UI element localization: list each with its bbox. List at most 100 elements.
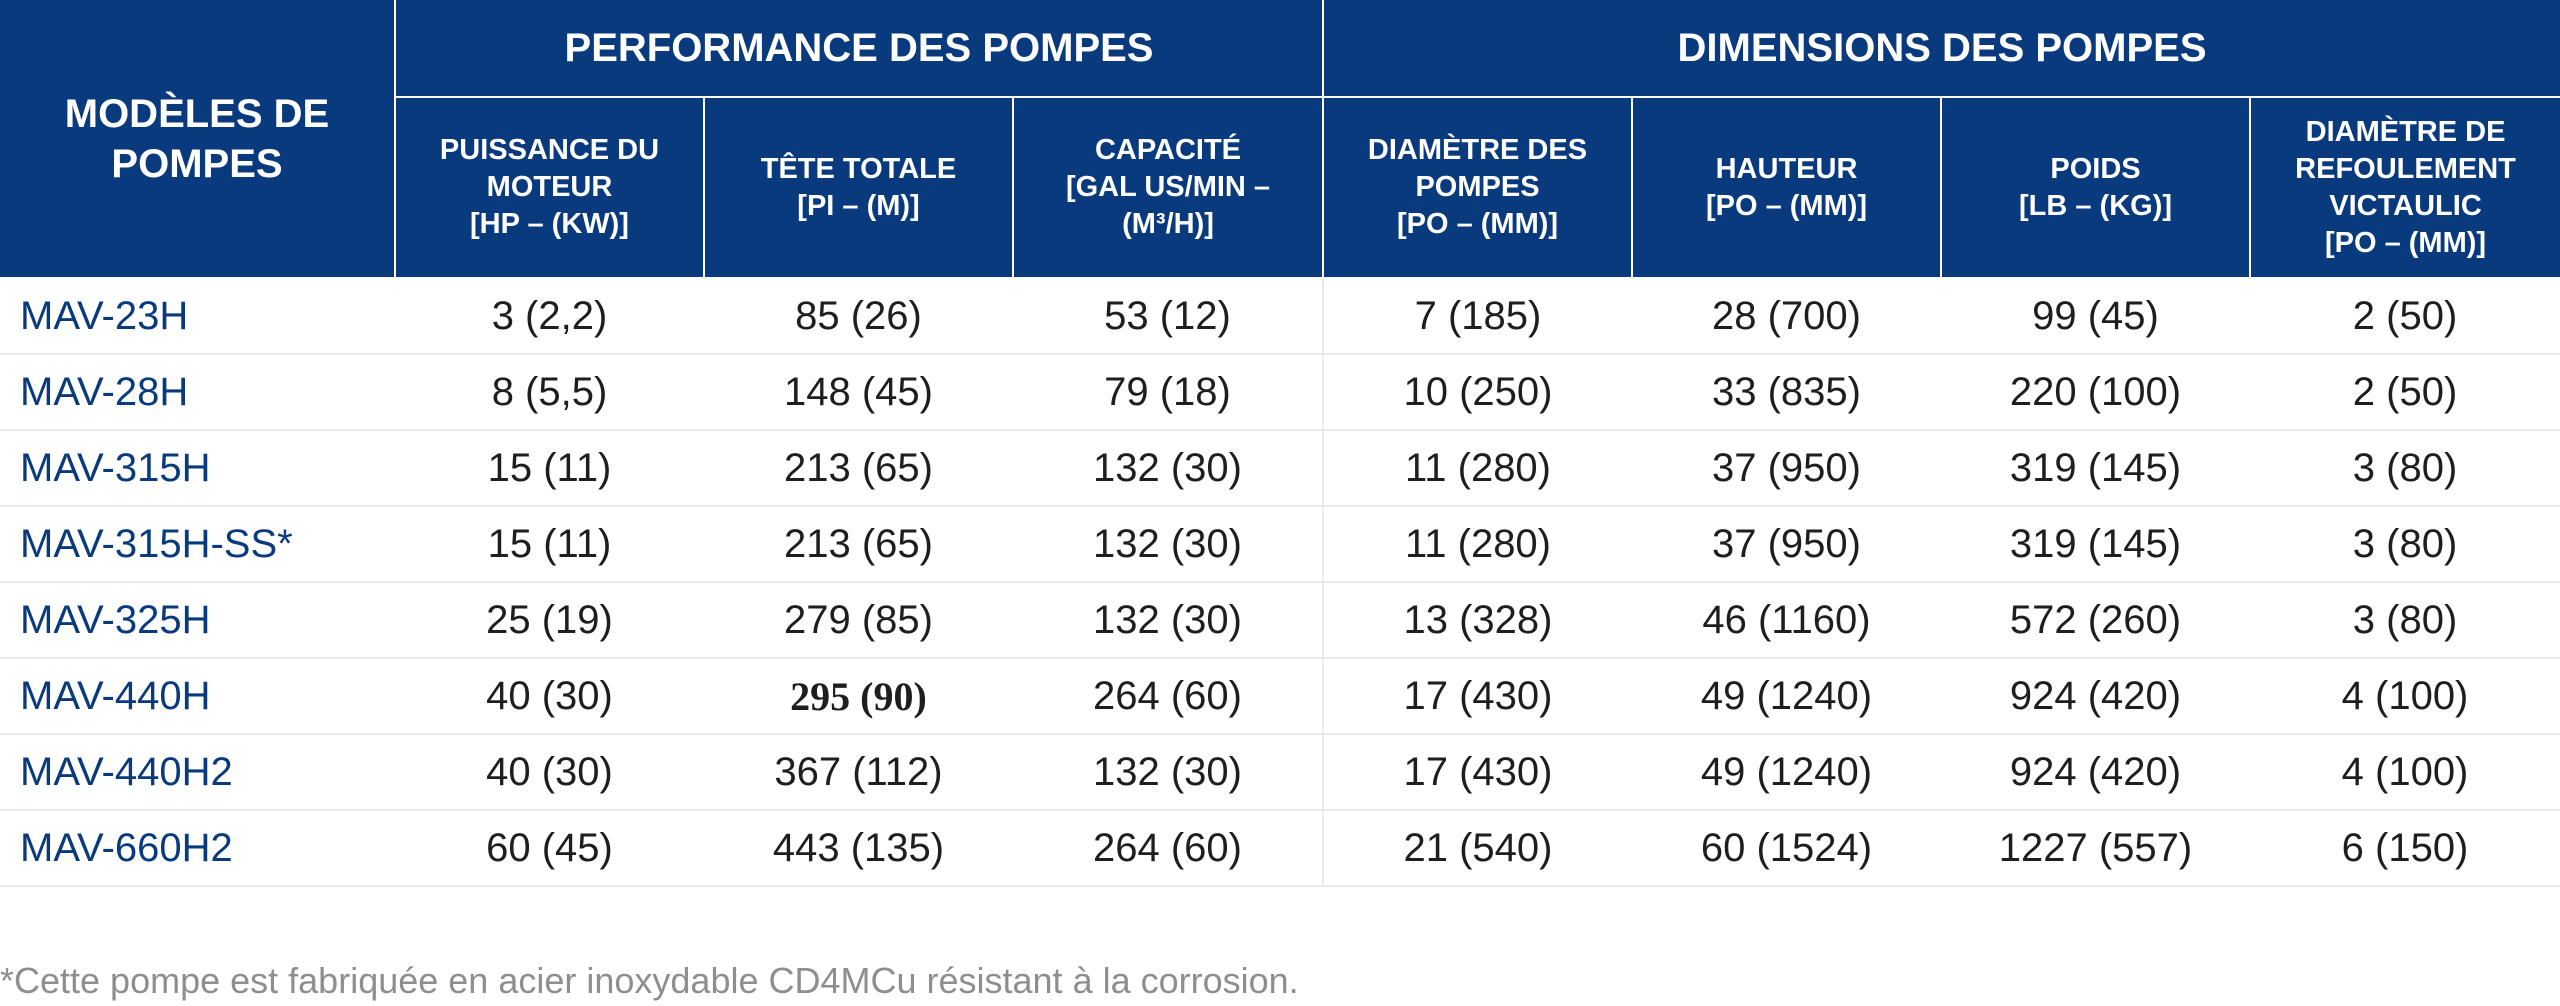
- dimensions-group-header: DIMENSIONS DES POMPES: [1323, 0, 2560, 98]
- discharge-diameter-cell: 2 (50): [2250, 278, 2560, 355]
- total-head-cell: 279 (85): [704, 582, 1013, 659]
- model-cell: MAV-660H2: [0, 810, 395, 887]
- table-row: MAV-660H2 60 (45) 443 (135) 264 (60) 21 …: [0, 810, 2560, 887]
- column-header-pump-diameter: DIAMÈTRE DES POMPES [PO – (MM)]: [1323, 97, 1633, 279]
- pump-diameter-cell: 10 (250): [1322, 354, 1632, 431]
- pump-diameter-cell: 11 (280): [1322, 430, 1632, 507]
- discharge-diameter-cell: 4 (100): [2250, 658, 2560, 735]
- pump-diameter-cell: 17 (430): [1322, 658, 1632, 735]
- column-unit: [PO – (MM)]: [1705, 189, 1868, 222]
- discharge-diameter-cell: 4 (100): [2250, 734, 2560, 811]
- motor-power-cell: 15 (11): [395, 506, 704, 583]
- discharge-diameter-cell: 3 (80): [2250, 506, 2560, 583]
- model-cell: MAV-28H: [0, 354, 395, 431]
- capacity-cell: 53 (12): [1013, 278, 1323, 355]
- discharge-diameter-cell: 3 (80): [2250, 430, 2560, 507]
- weight-cell: 99 (45): [1941, 278, 2250, 355]
- total-head-cell: 213 (65): [704, 506, 1013, 583]
- height-cell: 49 (1240): [1632, 734, 1941, 811]
- height-cell: 37 (950): [1632, 430, 1941, 507]
- column-unit: [HP – (KW)]: [470, 208, 629, 240]
- height-cell: 60 (1524): [1632, 810, 1941, 887]
- total-head-cell: 443 (135): [704, 810, 1013, 887]
- capacity-cell: 264 (60): [1013, 658, 1323, 735]
- weight-cell: 319 (145): [1941, 430, 2250, 507]
- total-head-cell: 85 (26): [704, 278, 1013, 355]
- weight-cell: 924 (420): [1941, 734, 2250, 811]
- column-unit: [PO – (MM)]: [1396, 208, 1559, 240]
- model-cell: MAV-315H-SS*: [0, 506, 395, 583]
- group-header-row: MODÈLES DE POMPES PERFORMANCE DES POMPES…: [0, 0, 2560, 279]
- motor-power-cell: 8 (5,5): [395, 354, 704, 431]
- table-row: MAV-28H 8 (5,5) 148 (45) 79 (18) 10 (250…: [0, 354, 2560, 431]
- height-cell: 37 (950): [1632, 506, 1941, 583]
- column-header-weight: POIDS [LB – (KG)]: [1941, 97, 2251, 279]
- model-cell: MAV-325H: [0, 582, 395, 659]
- table-row: MAV-23H 3 (2,2) 85 (26) 53 (12) 7 (185) …: [0, 278, 2560, 355]
- model-cell: MAV-315H: [0, 430, 395, 507]
- weight-cell: 319 (145): [1941, 506, 2250, 583]
- column-unit: [PO – (MM)]: [2324, 226, 2487, 259]
- pump-diameter-cell: 17 (430): [1322, 734, 1632, 811]
- column-title: CAPACITÉ: [1094, 134, 1242, 166]
- column-title: HAUTEUR: [1715, 152, 1858, 185]
- weight-cell: 1227 (557): [1941, 810, 2250, 887]
- column-header-height: HAUTEUR [PO – (MM)]: [1632, 97, 1942, 279]
- capacity-cell: 264 (60): [1013, 810, 1323, 887]
- column-unit: [GAL US/MIN – (M³/H)]: [1065, 171, 1271, 240]
- model-cell: MAV-23H: [0, 278, 395, 355]
- motor-power-cell: 40 (30): [395, 734, 704, 811]
- pump-diameter-cell: 7 (185): [1322, 278, 1632, 355]
- model-cell: MAV-440H2: [0, 734, 395, 811]
- table-row: MAV-440H2 40 (30) 367 (112) 132 (30) 17 …: [0, 734, 2560, 811]
- motor-power-cell: 60 (45): [395, 810, 704, 887]
- column-unit: [LB – (KG)]: [2018, 189, 2173, 222]
- motor-power-cell: 25 (19): [395, 582, 704, 659]
- motor-power-cell: 3 (2,2): [395, 278, 704, 355]
- column-header-row: PUISSANCE DU MOTEUR [HP – (KW)] TÊTE TOTA…: [0, 97, 2560, 279]
- column-title: DIAMÈTRE DE REFOULEMENT VICTAULIC: [2295, 115, 2516, 222]
- column-title: POIDS: [2050, 152, 2141, 185]
- model-cell: MAV-440H: [0, 658, 395, 735]
- capacity-cell: 132 (30): [1013, 582, 1323, 659]
- column-header-total-head: TÊTE TOTALE [PI – (M)]: [704, 97, 1014, 279]
- total-head-cell: 295 (90): [704, 658, 1013, 735]
- table-row: MAV-440H 40 (30) 295 (90) 264 (60) 17 (4…: [0, 658, 2560, 735]
- table-row: MAV-325H 25 (19) 279 (85) 132 (30) 13 (3…: [0, 582, 2560, 659]
- capacity-cell: 132 (30): [1013, 734, 1323, 811]
- performance-group-header: PERFORMANCE DES POMPES: [395, 0, 1324, 98]
- total-head-cell: 367 (112): [704, 734, 1013, 811]
- height-cell: 33 (835): [1632, 354, 1941, 431]
- capacity-cell: 132 (30): [1013, 430, 1323, 507]
- discharge-diameter-cell: 2 (50): [2250, 354, 2560, 431]
- discharge-diameter-cell: 3 (80): [2250, 582, 2560, 659]
- total-head-cell: 148 (45): [704, 354, 1013, 431]
- weight-cell: 572 (260): [1941, 582, 2250, 659]
- weight-cell: 924 (420): [1941, 658, 2250, 735]
- pump-spec-table: MODÈLES DE POMPES PERFORMANCE DES POMPES…: [0, 0, 2560, 887]
- height-cell: 49 (1240): [1632, 658, 1941, 735]
- column-unit: [PI – (M)]: [797, 189, 920, 222]
- motor-power-cell: 15 (11): [395, 430, 704, 507]
- pump-diameter-cell: 11 (280): [1322, 506, 1632, 583]
- column-title: PUISSANCE DU MOTEUR: [439, 134, 660, 203]
- motor-power-cell: 40 (30): [395, 658, 704, 735]
- column-header-motor-power: PUISSANCE DU MOTEUR [HP – (KW)]: [395, 97, 705, 279]
- pump-diameter-cell: 13 (328): [1322, 582, 1632, 659]
- capacity-cell: 79 (18): [1013, 354, 1323, 431]
- height-cell: 46 (1160): [1632, 582, 1941, 659]
- column-header-capacity: CAPACITÉ [GAL US/MIN – (M³/H)]: [1013, 97, 1324, 279]
- discharge-diameter-cell: 6 (150): [2250, 810, 2560, 887]
- capacity-cell: 132 (30): [1013, 506, 1323, 583]
- column-title: TÊTE TOTALE: [760, 152, 957, 185]
- table-row: MAV-315H-SS* 15 (11) 213 (65) 132 (30) 1…: [0, 506, 2560, 583]
- model-column-header: MODÈLES DE POMPES: [0, 0, 396, 279]
- height-cell: 28 (700): [1632, 278, 1941, 355]
- table-row: MAV-315H 15 (11) 213 (65) 132 (30) 11 (2…: [0, 430, 2560, 507]
- total-head-cell: 213 (65): [704, 430, 1013, 507]
- column-header-discharge-diameter: DIAMÈTRE DE REFOULEMENT VICTAULIC [PO – (…: [2250, 97, 2560, 279]
- footnote: *Cette pompe est fabriquée en acier inox…: [0, 960, 1299, 1001]
- pump-diameter-cell: 21 (540): [1322, 810, 1632, 887]
- column-title: DIAMÈTRE DES POMPES: [1367, 134, 1588, 203]
- weight-cell: 220 (100): [1941, 354, 2250, 431]
